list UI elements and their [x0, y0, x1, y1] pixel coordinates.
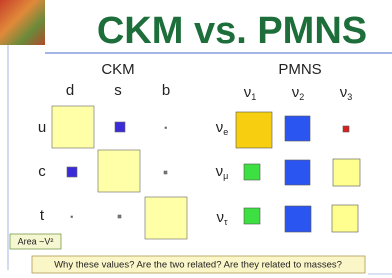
legend-box: [9, 233, 62, 250]
pmns-heading: PMNS: [278, 61, 321, 78]
square: [342, 125, 350, 133]
square: [66, 166, 78, 178]
column-label: s: [114, 82, 122, 99]
square: [164, 126, 167, 129]
square: [117, 214, 122, 219]
column-label: b: [162, 82, 170, 99]
column-label: d: [66, 82, 74, 99]
square: [97, 149, 141, 193]
square: [284, 159, 311, 186]
row-label: ντ: [216, 209, 228, 227]
square: [163, 170, 168, 175]
square: [331, 204, 359, 233]
square: [235, 111, 273, 149]
square: [114, 121, 126, 133]
square: [144, 196, 188, 240]
square: [70, 215, 73, 218]
square: [243, 163, 261, 181]
ckm-squares: [51, 105, 188, 240]
row-label: νμ: [216, 163, 229, 181]
legend: Area ~V²: [18, 236, 54, 246]
column-label: ν1: [244, 84, 257, 102]
pmns-squares: [235, 111, 361, 233]
note-box: [31, 255, 366, 274]
row-label: c: [38, 163, 46, 180]
title: CKM vs. PMNS: [97, 10, 367, 52]
square: [284, 205, 312, 233]
row-label: νe: [216, 119, 229, 137]
square: [243, 207, 261, 225]
square: [51, 105, 95, 149]
square: [284, 115, 311, 142]
ckm-heading: CKM: [101, 61, 134, 78]
row-label: t: [40, 207, 45, 224]
column-label: ν2: [292, 84, 305, 102]
note: Why these values? Are the two related? A…: [54, 260, 342, 271]
column-label: ν3: [340, 84, 353, 102]
thumbnail: [0, 0, 45, 45]
row-label: u: [38, 119, 46, 136]
square: [332, 158, 361, 187]
